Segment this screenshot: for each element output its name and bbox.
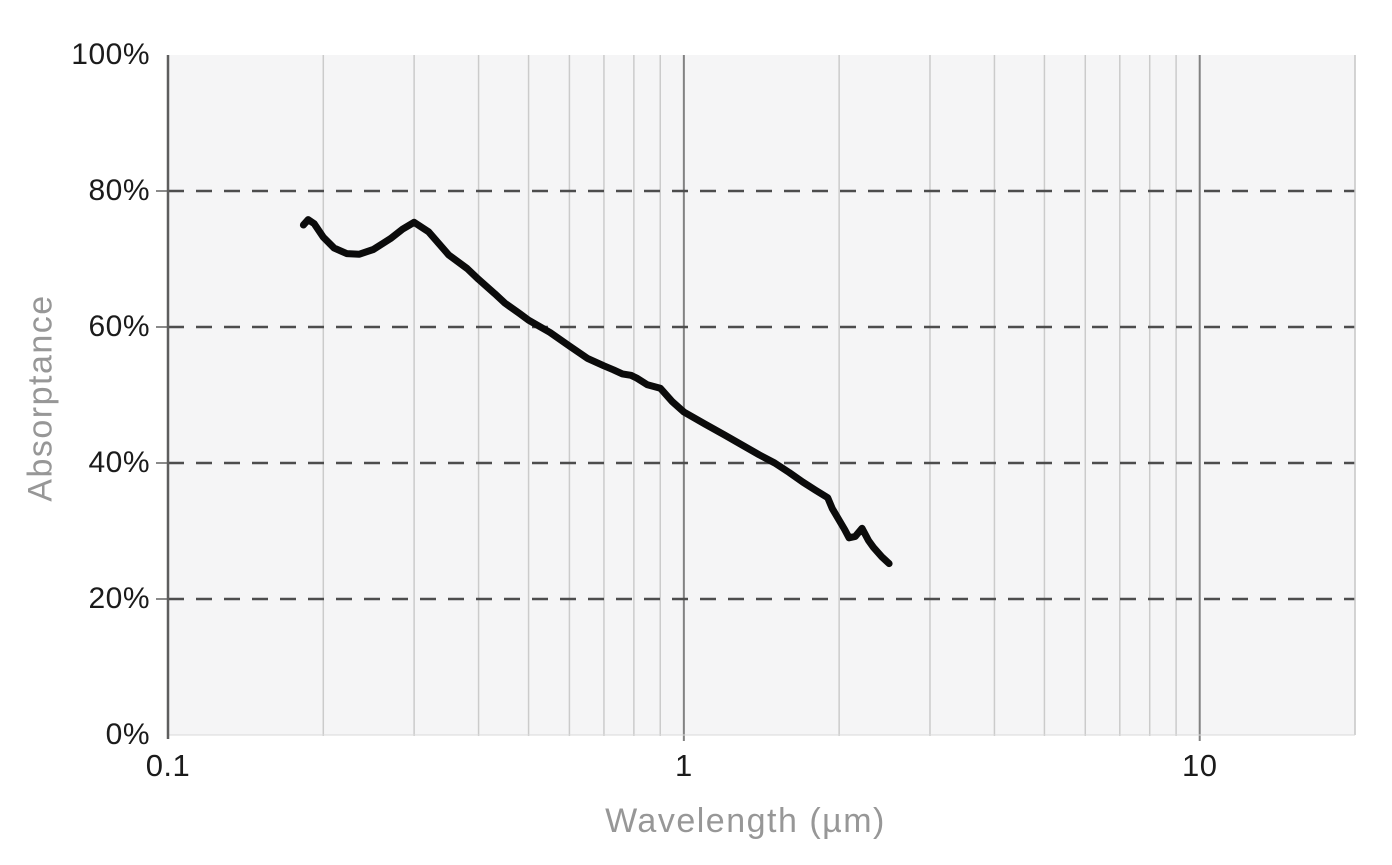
y-tick-label: 60% — [88, 310, 150, 343]
y-tick-label: 20% — [88, 582, 150, 615]
y-tick-label: 80% — [88, 174, 150, 207]
y-axis-title: Absorptance — [21, 294, 60, 502]
x-tick-label: 0.1 — [145, 748, 191, 783]
y-tick-label: 100% — [71, 38, 150, 71]
x-axis-title: Wavelength (µm) — [605, 802, 886, 840]
y-tick-label: 40% — [88, 446, 150, 479]
y-tick-label: 0% — [105, 718, 150, 751]
x-tick-label: 1 — [674, 748, 693, 783]
data-curve — [299, 216, 893, 568]
plot-area — [168, 55, 1355, 735]
x-tick-label: 10 — [1181, 748, 1218, 783]
